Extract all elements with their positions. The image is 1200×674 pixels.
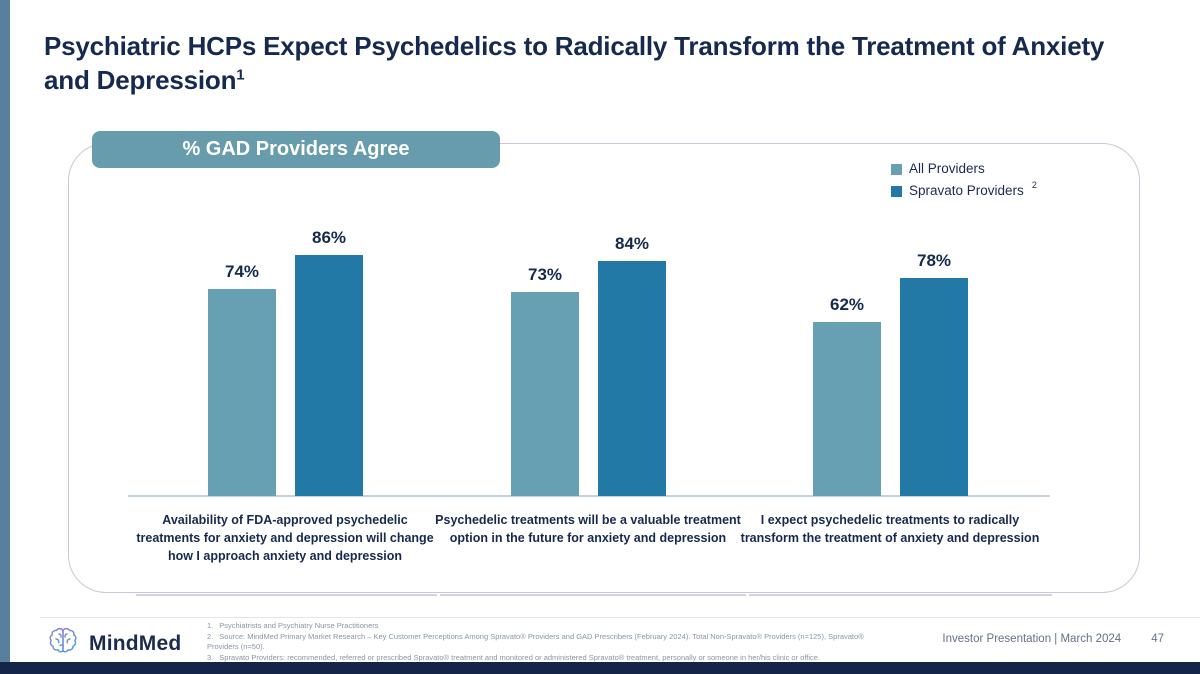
legend-label: Spravato Providers xyxy=(909,183,1024,198)
x-axis-line xyxy=(128,495,1050,497)
legend-label: All Providers xyxy=(909,161,985,176)
bar-value-label: 73% xyxy=(527,265,563,284)
page-number: 47 xyxy=(1151,633,1164,645)
panel-underline xyxy=(749,594,1052,596)
plot-area: 74% 86% 73% 84% 62% 78% xyxy=(128,143,1050,497)
footnote-2: 2. Source: MindMed Primary Market Researc… xyxy=(207,631,864,652)
presentation-label: Investor Presentation | March 2024 xyxy=(942,633,1122,645)
category-label-1: Psychedelic treatments will be a valuabl… xyxy=(435,513,741,546)
slide-title-text: Psychiatric HCPs Expect Psychedelics to … xyxy=(44,31,1105,95)
slide-title-superscript: 1 xyxy=(236,66,245,84)
left-accent-bar xyxy=(0,0,10,662)
footnote-number: 1. xyxy=(207,621,214,630)
bottom-accent-bar xyxy=(0,662,1200,674)
footnote-number: 3. xyxy=(207,652,214,662)
category-label-0: Availability of FDA-approved psychedelic… xyxy=(136,513,434,564)
legend-item-all-providers: All Providers xyxy=(891,161,1037,176)
bar-spravato-providers-1 xyxy=(598,261,666,496)
footer-right: Investor Presentation | March 2024 47 xyxy=(942,633,1164,645)
footer-divider xyxy=(40,617,1200,618)
chart-legend: All Providers Spravato Providers 2 xyxy=(891,161,1037,205)
legend-swatch-icon xyxy=(891,186,902,197)
legend-superscript: 2 xyxy=(1031,180,1037,190)
bar-value-label: 62% xyxy=(829,295,865,314)
footnote-3: 3. Spravato Providers: recommended, refer… xyxy=(207,652,821,662)
footnote-number: 2. xyxy=(207,631,214,641)
category-label-2: I expect psychedelic treatments to radic… xyxy=(740,513,1040,546)
legend-item-spravato-providers: Spravato Providers 2 xyxy=(891,180,1037,198)
legend-swatch-icon xyxy=(891,164,902,175)
mindmed-logo: MindMed xyxy=(46,626,181,661)
bar-all-providers-1 xyxy=(511,292,579,496)
bar-value-label: 84% xyxy=(614,234,650,253)
bar-value-label: 78% xyxy=(916,251,952,270)
bar-all-providers-2 xyxy=(813,322,881,496)
slide-title: Psychiatric HCPs Expect Psychedelics to … xyxy=(44,30,1134,98)
brain-icon xyxy=(46,626,80,661)
footnote-1: 1. Psychiatrists and Psychiatry Nurse Pra… xyxy=(207,621,379,630)
bar-spravato-providers-2 xyxy=(900,278,968,496)
logo-wordmark: MindMed xyxy=(89,631,182,655)
chart-title-pill: % GAD Providers Agree xyxy=(92,131,500,168)
footnotes: 1. Psychiatrists and Psychiatry Nurse Pra… xyxy=(207,621,867,664)
panel-underline xyxy=(440,594,746,596)
bar-all-providers-0 xyxy=(208,289,276,496)
bar-spravato-providers-0 xyxy=(295,255,363,496)
bar-value-label: 74% xyxy=(224,262,260,281)
bar-value-label: 86% xyxy=(311,228,347,247)
panel-underline xyxy=(136,594,437,596)
